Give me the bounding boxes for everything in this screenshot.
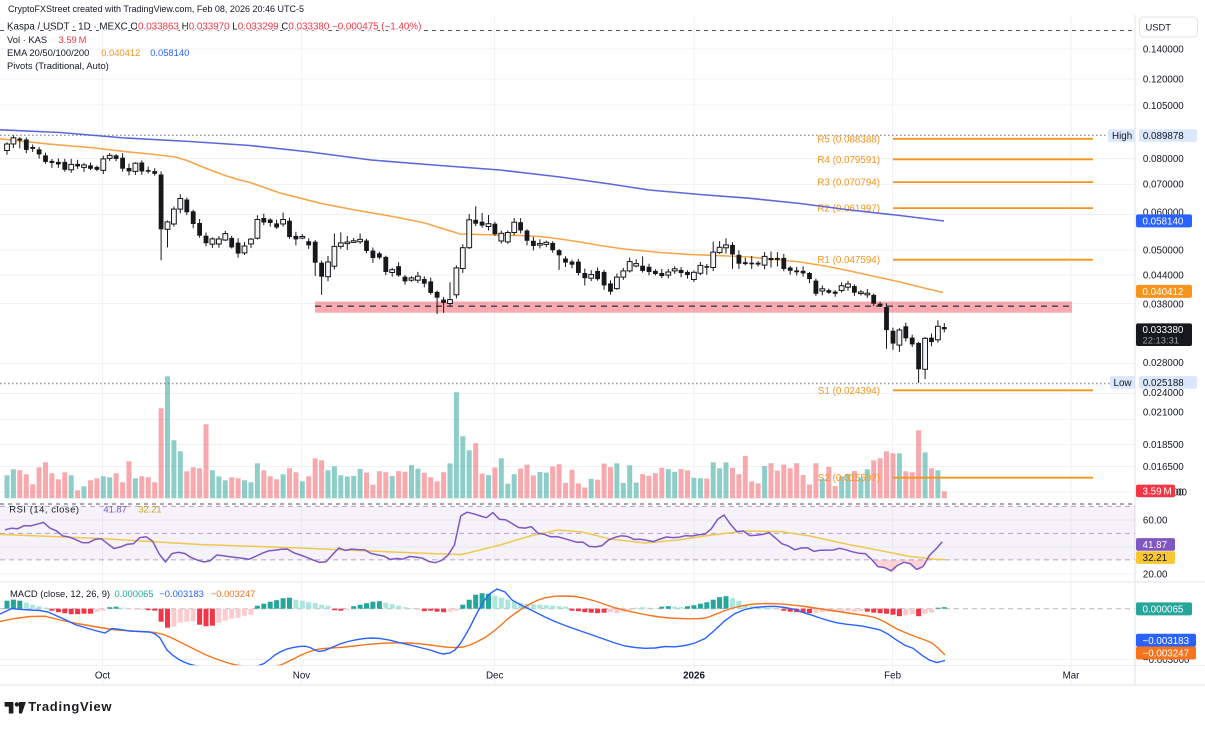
svg-text:RSI (14, close): RSI (14, close) <box>9 504 79 515</box>
svg-text:TradingView: TradingView <box>28 699 112 714</box>
svg-text:0.040412: 0.040412 <box>1143 287 1184 298</box>
svg-text:00: 00 <box>1176 487 1187 498</box>
svg-text:60.00: 60.00 <box>1143 515 1168 526</box>
svg-text:20.00: 20.00 <box>1143 569 1168 580</box>
svg-text:2026: 2026 <box>683 670 705 681</box>
svg-text:0.060000: 0.060000 <box>1143 208 1184 219</box>
svg-text:Feb: Feb <box>884 670 901 681</box>
svg-text:0.070000: 0.070000 <box>1143 179 1184 190</box>
svg-text:−0.003247: −0.003247 <box>211 588 256 599</box>
svg-text:0.044000: 0.044000 <box>1143 271 1184 282</box>
svg-text:−0.003247: −0.003247 <box>1143 649 1190 660</box>
svg-text:0.040412: 0.040412 <box>101 47 140 58</box>
svg-text:3.59 M: 3.59 M <box>59 34 87 45</box>
svg-text:0.050000: 0.050000 <box>1143 245 1184 256</box>
svg-text:0.016500: 0.016500 <box>1143 462 1184 473</box>
svg-text:0.018500: 0.018500 <box>1143 440 1184 451</box>
svg-text:0.080000: 0.080000 <box>1143 154 1184 165</box>
svg-text:EMA 20/50/100/200: EMA 20/50/100/200 <box>7 47 89 58</box>
svg-text:R5 (0.088388): R5 (0.088388) <box>817 134 880 145</box>
svg-text:R1 (0.047594): R1 (0.047594) <box>817 255 880 266</box>
svg-text:−0.003000: −0.003000 <box>1143 655 1190 666</box>
svg-text:0.058140: 0.058140 <box>150 47 189 58</box>
svg-text:0.058140: 0.058140 <box>1143 216 1184 227</box>
svg-text:High: High <box>1112 131 1132 142</box>
svg-text:S1 (0.024394): S1 (0.024394) <box>818 386 880 397</box>
svg-text:Pivots (Traditional, Auto): Pivots (Traditional, Auto) <box>7 60 109 71</box>
svg-text:0.120000: 0.120000 <box>1143 75 1184 86</box>
svg-text:0.033380: 0.033380 <box>1143 325 1184 336</box>
svg-text:0.028000: 0.028000 <box>1143 358 1184 369</box>
svg-text:−0.003183: −0.003183 <box>1143 636 1190 647</box>
svg-text:0.000065: 0.000065 <box>1143 604 1184 615</box>
svg-text:32.21: 32.21 <box>1143 553 1168 564</box>
svg-text:22:13:31: 22:13:31 <box>1143 335 1180 346</box>
svg-text:Oct: Oct <box>95 670 111 681</box>
svg-text:41.87: 41.87 <box>103 504 126 515</box>
svg-text:R4 (0.079591): R4 (0.079591) <box>817 155 880 166</box>
svg-text:3.59 M: 3.59 M <box>1143 487 1172 498</box>
svg-text:S2 (0.015597): S2 (0.015597) <box>818 473 880 484</box>
svg-text:Kaspa / USDT · 1D · MEXC O0.0: Kaspa / USDT · 1D · MEXC O0.033863 H0.03… <box>7 21 421 32</box>
svg-text:USDT: USDT <box>1146 22 1172 33</box>
svg-text:MACD (close, 12, 26, 9): MACD (close, 12, 26, 9) <box>10 588 110 599</box>
svg-text:CryptoFXStreet created with Tr: CryptoFXStreet created with TradingView.… <box>8 4 304 14</box>
svg-text:Nov: Nov <box>293 670 311 681</box>
svg-text:41.87: 41.87 <box>1143 540 1168 551</box>
svg-text:Low: Low <box>1114 378 1133 389</box>
svg-text:0.089878: 0.089878 <box>1143 131 1184 142</box>
svg-text:R3 (0.070794): R3 (0.070794) <box>817 178 880 189</box>
svg-text:Mar: Mar <box>1063 670 1081 681</box>
svg-text:Dec: Dec <box>486 670 504 681</box>
svg-text:0.038000: 0.038000 <box>1143 300 1184 311</box>
svg-text:0.021000: 0.021000 <box>1143 407 1184 418</box>
svg-text:0.025188: 0.025188 <box>1143 378 1184 389</box>
svg-text:32.21: 32.21 <box>138 504 161 515</box>
svg-text:0.105000: 0.105000 <box>1143 101 1184 112</box>
svg-text:0.000065: 0.000065 <box>115 588 154 599</box>
svg-text:−0.003183: −0.003183 <box>159 588 204 599</box>
svg-text:0.024000: 0.024000 <box>1143 388 1184 399</box>
svg-text:0.140000: 0.140000 <box>1143 44 1184 55</box>
svg-text:Vol · KAS: Vol · KAS <box>7 34 47 45</box>
